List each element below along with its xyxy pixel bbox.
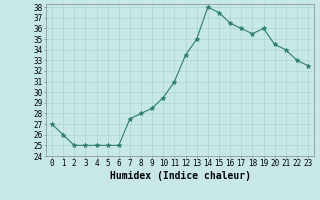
X-axis label: Humidex (Indice chaleur): Humidex (Indice chaleur) (109, 171, 251, 181)
